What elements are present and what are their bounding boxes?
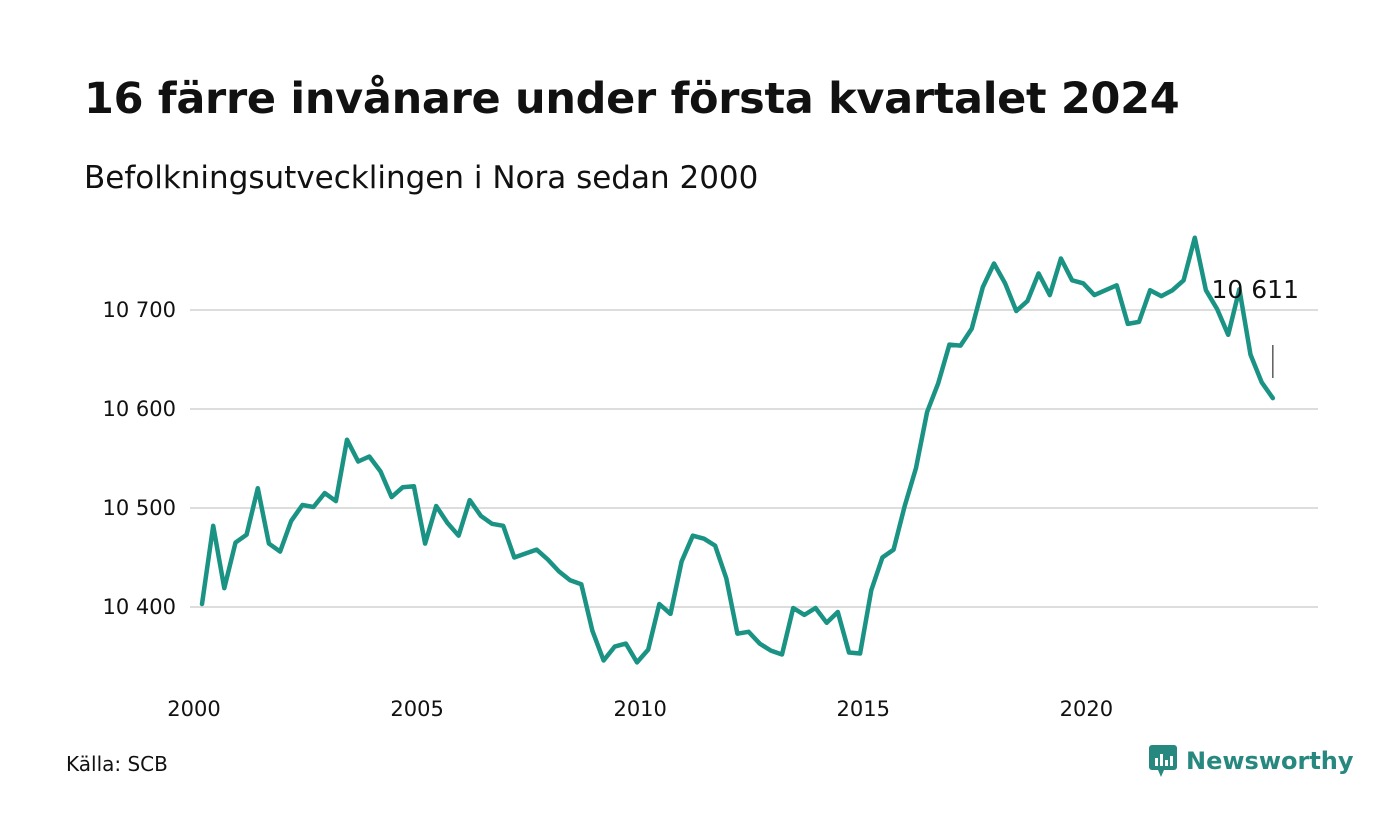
series <box>199 235 1276 665</box>
y-tick-label: 10 600 <box>103 397 176 421</box>
x-tick-label: 2010 <box>613 697 666 721</box>
gridlines <box>190 309 1318 608</box>
chart-subtitle: Befolkningsutvecklingen i Nora sedan 200… <box>84 160 759 196</box>
brand-logo[interactable]: Newsworthy <box>1148 744 1354 778</box>
y-tick-label: 10 700 <box>103 298 176 322</box>
y-axis: 10 400 10 500 10 600 10 700 <box>103 298 176 619</box>
x-axis: 2000 2005 2010 2015 2020 <box>167 697 1113 721</box>
end-value-label: 10 611 <box>1212 275 1299 304</box>
series-line <box>199 235 1276 665</box>
brand-name: Newsworthy <box>1186 747 1354 775</box>
source-note: Källa: SCB <box>66 752 168 776</box>
x-tick-label: 2000 <box>167 697 220 721</box>
y-tick-label: 10 400 <box>103 595 176 619</box>
y-tick-label: 10 500 <box>103 496 176 520</box>
chart-title: 16 färre invånare under första kvartalet… <box>84 74 1180 124</box>
newsworthy-logo-icon <box>1149 745 1177 777</box>
x-tick-label: 2015 <box>837 697 890 721</box>
x-tick-label: 2005 <box>390 697 443 721</box>
annotations: 10 611 <box>1212 275 1299 378</box>
x-tick-label: 2020 <box>1060 697 1113 721</box>
